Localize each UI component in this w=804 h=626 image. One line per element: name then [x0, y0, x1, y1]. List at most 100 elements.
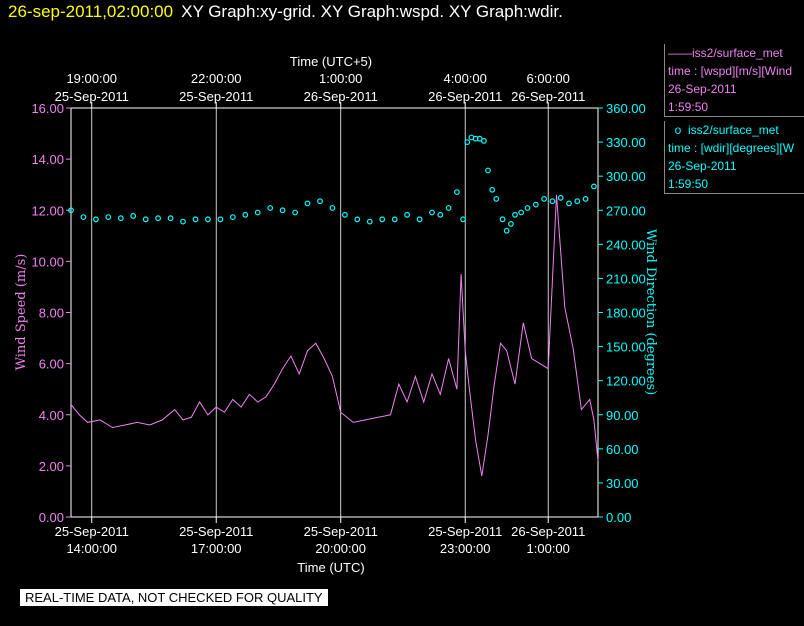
wind-direction-point — [155, 215, 162, 222]
wind-direction-point — [267, 205, 274, 211]
wind-direction-point — [342, 211, 348, 218]
wind-direction-point — [416, 216, 423, 223]
wind-direction-point — [532, 201, 539, 208]
y-axis-right-label: Wind Direction (degrees) — [643, 229, 658, 395]
wind-speed-series — [70, 194, 599, 477]
x-tick-label-time: 1:00:00 — [527, 541, 570, 556]
wind-direction-point — [279, 207, 286, 214]
legend-wdir-field: time : [wdir][degrees][W — [668, 141, 795, 155]
legend-wspd-field: time : [wspd][m/s][Wind — [668, 64, 793, 78]
x-tick-label-date: 25-Sep-2011 — [179, 524, 253, 539]
y-left-tick-label: 2.00 — [39, 459, 64, 474]
y-right-tick-label: 330.00 — [606, 135, 646, 150]
y-left-tick-label: 4.00 — [39, 408, 64, 423]
wind-direction-point — [130, 212, 137, 219]
wind-speed-line — [70, 194, 599, 477]
y-right-tick-label: 210.00 — [606, 271, 646, 286]
x-axis-ticks: 25-Sep-2011 14:00:00 19:00:00 25-Sep-2011 25… — [55, 71, 586, 556]
quality-note: REAL-TIME DATA, NOT CHECKED FOR QUALITY — [20, 589, 328, 606]
wind-direction-point — [518, 209, 525, 216]
legend: ——iss2/surface_met time : [wspd][m/s][Wi… — [664, 44, 804, 198]
wind-direction-point — [379, 216, 386, 223]
y-right-tick-label: 270.00 — [606, 203, 646, 218]
wind-direction-point — [493, 195, 500, 202]
plot-frame — [70, 107, 599, 518]
x-tick-label-date: 25-Sep-2011 — [428, 524, 502, 539]
wind-direction-point — [68, 207, 74, 214]
wind-direction-point — [508, 220, 514, 227]
wind-direction-point — [229, 214, 236, 221]
wind-direction-point — [92, 216, 99, 223]
y-right-tick-label: 60.00 — [606, 442, 639, 457]
legend-wspd-source: iss2/surface_met — [692, 46, 783, 60]
timestamp: 26-sep-2011,02:00:00 — [8, 2, 174, 21]
wind-direction-point — [317, 198, 323, 205]
wind-direction-series — [68, 134, 597, 234]
wind-direction-point — [464, 139, 471, 146]
wind-direction-point — [549, 198, 556, 205]
y-right-tick-label: 120.00 — [606, 374, 646, 389]
wind-direction-point — [117, 215, 124, 222]
legend-wdir: o iss2/surface_met time : [wdir][degrees… — [664, 121, 804, 194]
x-tick-label-time: 14:00:00 — [66, 541, 117, 556]
wind-direction-point — [329, 205, 336, 211]
wind-direction-point — [366, 218, 373, 225]
wind-direction-point — [574, 198, 581, 205]
y-axis-left-ticks: 0.00 2.00 4.00 6.00 8.00 10.00 12.00 14.00 16.00 — [31, 101, 71, 525]
top-tick-label-time: 19:00:00 — [66, 71, 117, 86]
wind-direction-point — [524, 205, 531, 211]
y-right-tick-label: 300.00 — [606, 169, 646, 184]
y-right-tick-label: 360.00 — [606, 101, 646, 116]
y-left-tick-label: 0.00 — [39, 510, 64, 525]
wind-direction-point — [582, 195, 589, 202]
y-right-tick-label: 150.00 — [606, 340, 646, 355]
legend-wdir-circle-swatch: o — [668, 123, 689, 137]
wind-direction-point — [566, 200, 572, 207]
wind-direction-point — [217, 216, 224, 223]
wind-direction-point — [304, 200, 311, 207]
wind-direction-point — [429, 209, 435, 216]
x-tick-label-time: 20:00:00 — [315, 541, 366, 556]
wind-direction-point — [591, 183, 597, 190]
legend-wdir-date: 26-Sep-2011 — [668, 159, 737, 173]
wind-direction-point — [192, 216, 199, 223]
top-tick-label-time: 22:00:00 — [191, 71, 242, 86]
top-tick-label-time: 6:00:00 — [527, 71, 570, 86]
wind-direction-point — [503, 227, 510, 234]
wind-direction-point — [489, 186, 496, 193]
wind-direction-point — [242, 211, 249, 218]
wind-direction-point — [167, 215, 174, 222]
top-tick-label-date: 25-Sep-2011 — [179, 89, 253, 104]
y-left-tick-label: 10.00 — [31, 254, 64, 269]
grid-lines — [91, 108, 549, 517]
legend-wdir-time: 1:59:50 — [668, 177, 709, 191]
y-right-tick-label: 0.00 — [606, 510, 631, 525]
wind-direction-point — [512, 211, 518, 218]
x-tick-label-time: 23:00:00 — [440, 541, 491, 556]
top-tick-label-date: 25-Sep-2011 — [55, 89, 129, 104]
legend-wspd: ——iss2/surface_met time : [wspd][m/s][Wi… — [664, 44, 804, 117]
y-right-tick-label: 240.00 — [606, 237, 646, 252]
y-right-tick-label: 180.00 — [606, 306, 646, 321]
top-tick-label-date: 26-Sep-2011 — [304, 89, 378, 104]
y-left-tick-label: 8.00 — [39, 306, 64, 321]
x-tick-label-date: 25-Sep-2011 — [304, 524, 378, 539]
top-tick-label-date: 26-Sep-2011 — [511, 89, 585, 104]
y-left-tick-label: 6.00 — [39, 357, 64, 372]
wind-direction-point — [499, 216, 506, 223]
wind-direction-point — [437, 211, 444, 218]
wind-direction-point — [391, 216, 398, 223]
wind-direction-point — [454, 189, 460, 196]
y-axis-right-ticks: 0.00 30.00 60.00 90.00 120.00 150.00 180.00 210… — [598, 101, 646, 525]
y-axis-left-label: Wind Speed (m/s) — [14, 254, 29, 371]
y-left-tick-label: 14.00 — [31, 152, 64, 167]
y-left-tick-label: 12.00 — [31, 203, 64, 218]
top-tick-label-time: 1:00:00 — [319, 71, 362, 86]
wind-direction-point — [105, 214, 112, 221]
wind-direction-point — [292, 209, 299, 216]
title-bar: 26-sep-2011,02:00:00 XY Graph:xy-grid. XY… — [8, 2, 563, 22]
wind-direction-point — [541, 195, 547, 202]
wind-direction-point — [460, 216, 467, 223]
wind-direction-point — [481, 137, 487, 144]
